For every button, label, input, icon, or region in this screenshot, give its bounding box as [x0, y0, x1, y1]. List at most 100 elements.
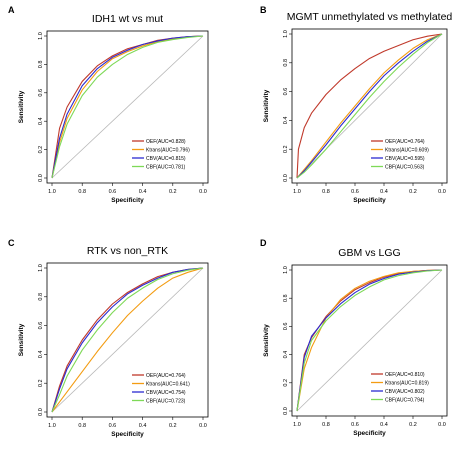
x-tick-label: 0.6: [109, 189, 117, 195]
y-tick-label: 0.0: [38, 408, 44, 416]
x-axis-label: Specificity: [111, 197, 144, 204]
y-tick-label: 0.2: [283, 145, 289, 153]
x-tick-label: 0.8: [322, 189, 330, 195]
legend-entry: OEF(AUC=0.764): [146, 373, 186, 379]
y-tick-label: 0.4: [38, 351, 44, 359]
legend-entry: CBV(AUC=0.595): [385, 156, 425, 162]
x-tick-label: 0.6: [109, 423, 117, 429]
x-tick-label: 0.4: [139, 423, 147, 429]
roc-curve-3: [51, 35, 204, 179]
y-axis-label: Sensitivity: [18, 90, 25, 123]
y-tick-label: 1.0: [38, 264, 44, 272]
x-tick-label: 1.0: [48, 189, 56, 195]
y-tick-label: 0.2: [283, 379, 289, 387]
x-tick-label: 1.0: [48, 423, 56, 429]
legend-entry: Ktrans(AUC=0.819): [385, 380, 429, 386]
panel-letter: B: [260, 5, 267, 15]
x-tick-label: 0.6: [351, 422, 359, 428]
reference-diagonal: [51, 267, 204, 413]
x-tick-label: 1.0: [293, 189, 301, 195]
panel-title: IDH1 wt vs mut: [92, 13, 163, 25]
x-tick-label: 0.2: [409, 189, 417, 195]
y-tick-label: 0.0: [283, 174, 289, 182]
roc-curve-2: [296, 269, 443, 412]
x-tick-label: 1.0: [293, 422, 301, 428]
y-axis-label: Sensitivity: [18, 323, 25, 356]
plot-frame: [46, 30, 209, 184]
plot-frame: [291, 28, 448, 184]
panel-letter: A: [8, 5, 15, 15]
legend-entry: OEF(AUC=0.764): [385, 139, 425, 145]
legend-entry: CBV(AUC=0.815): [146, 156, 186, 162]
y-tick-label: 0.8: [283, 59, 289, 67]
legend-entry: CBV(AUC=0.754): [146, 390, 186, 396]
y-tick-label: 0.6: [283, 88, 289, 96]
x-tick-label: 0.8: [322, 422, 330, 428]
x-tick-label: 0.4: [139, 189, 147, 195]
reference-diagonal: [51, 35, 204, 179]
x-tick-label: 0.0: [438, 189, 446, 195]
roc-curve-4: [51, 267, 204, 413]
y-tick-label: 0.6: [38, 89, 44, 97]
y-tick-label: 1.0: [283, 30, 289, 38]
panel-title: RTK vs non_RTK: [87, 245, 168, 257]
legend-entry: CBF(AUC=0.794): [385, 397, 425, 403]
y-axis-label: Sensitivity: [263, 89, 270, 122]
x-tick-label: 0.2: [169, 189, 177, 195]
roc-curve-2: [296, 33, 443, 179]
x-tick-label: 0.2: [169, 423, 177, 429]
x-tick-label: 0.0: [438, 422, 446, 428]
plot-frame: [46, 262, 209, 418]
x-tick-label: 0.8: [78, 423, 86, 429]
y-tick-label: 1.0: [38, 32, 44, 40]
x-tick-label: 0.4: [380, 422, 388, 428]
panel-letter: C: [8, 238, 15, 248]
y-tick-label: 0.4: [283, 351, 289, 359]
reference-diagonal: [296, 269, 443, 412]
panel-title: MGMT unmethylated vs methylated: [287, 11, 453, 23]
panel-letter: D: [260, 238, 267, 248]
legend-entry: Ktrans(AUC=0.641): [146, 381, 190, 387]
y-tick-label: 1.0: [283, 266, 289, 274]
panel-c: C RTK vs non_RTK 1.0 0.8 0.6 0.4 0.2 0.0 0.0 0.2 0…: [8, 238, 209, 438]
y-tick-label: 0.4: [283, 117, 289, 125]
x-axis-label: Specificity: [111, 431, 144, 438]
y-tick-label: 0.6: [38, 322, 44, 330]
legend-entry: Ktrans(AUC=0.796): [146, 147, 190, 153]
legend-entry: Ktrans(AUC=0.609): [385, 147, 429, 153]
roc-curve-1: [296, 33, 443, 179]
y-tick-label: 0.0: [283, 407, 289, 415]
roc-curve-3: [296, 269, 443, 412]
legend-entry: CBF(AUC=0.781): [146, 164, 186, 170]
roc-curve-2: [51, 267, 204, 413]
roc-curve-3: [296, 33, 443, 179]
x-tick-label: 0.8: [78, 189, 86, 195]
y-tick-label: 0.8: [38, 61, 44, 69]
roc-curve-2: [51, 35, 204, 179]
legend-entry: CBV(AUC=0.802): [385, 389, 425, 395]
x-tick-label: 0.2: [409, 422, 417, 428]
x-axis-label: Specificity: [353, 197, 386, 204]
y-tick-label: 0.8: [283, 294, 289, 302]
legend-entry: CBF(AUC=0.723): [146, 398, 186, 404]
y-tick-label: 0.2: [38, 379, 44, 387]
x-tick-label: 0.0: [199, 189, 207, 195]
panel-title: GBM vs LGG: [338, 247, 400, 259]
y-tick-label: 0.8: [38, 293, 44, 301]
x-tick-label: 0.0: [199, 423, 207, 429]
x-tick-label: 0.4: [380, 189, 388, 195]
plot-frame: [291, 264, 448, 417]
y-tick-label: 0.6: [283, 323, 289, 331]
x-axis-label: Specificity: [353, 430, 386, 437]
y-tick-label: 0.2: [38, 146, 44, 154]
legend-entry: CBF(AUC=0.563): [385, 164, 425, 170]
y-tick-label: 0.4: [38, 117, 44, 125]
roc-curve-3: [51, 267, 204, 413]
legend-entry: OEF(AUC=0.810): [385, 372, 425, 378]
y-axis-label: Sensitivity: [263, 324, 270, 357]
roc-curve-4: [51, 35, 204, 179]
legend-entry: OEF(AUC=0.828): [146, 139, 186, 145]
panel-a: A IDH1 wt vs mut 1.0 0.8 0.6 0.4 0.2 0.0 0.0 0.2 0…: [8, 5, 209, 204]
x-tick-label: 0.6: [351, 189, 359, 195]
